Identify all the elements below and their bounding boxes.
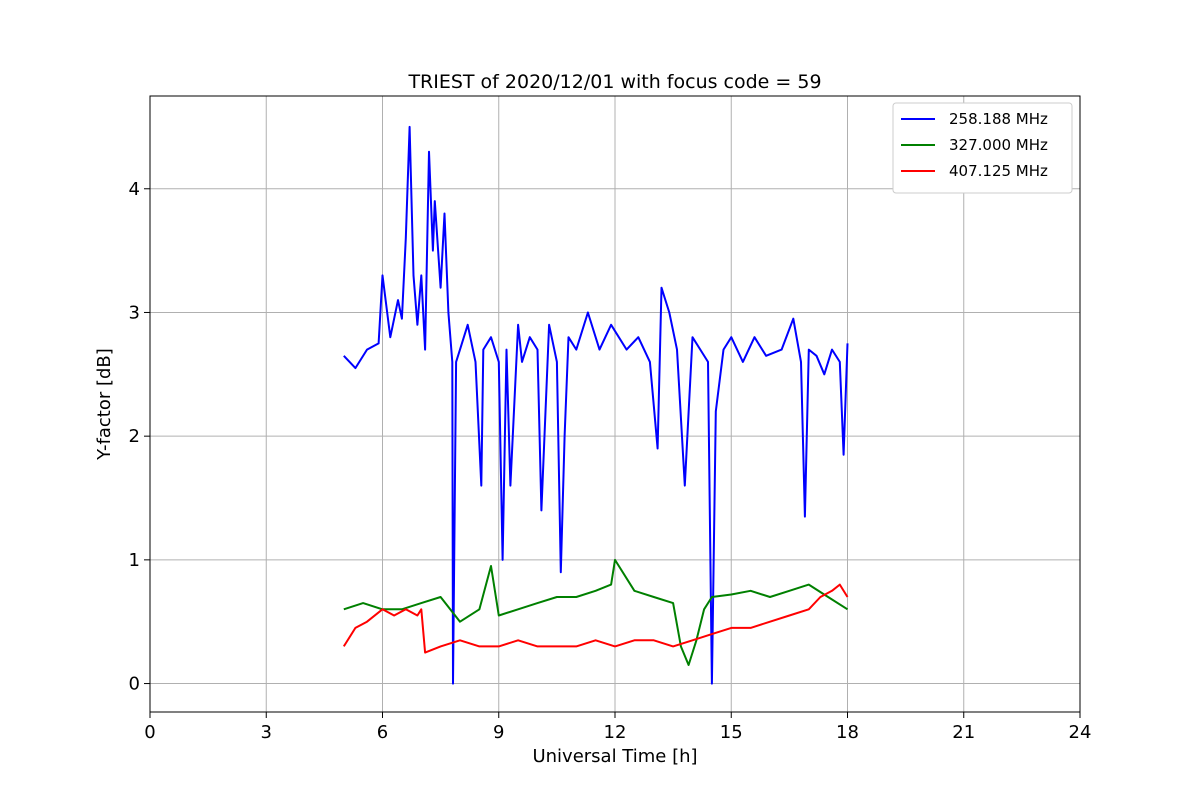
- x-tick-label: 24: [1069, 722, 1092, 743]
- legend-label: 258.188 MHz: [949, 110, 1048, 128]
- series-line-3: [342, 583, 849, 654]
- y-tick-label: 4: [129, 179, 140, 200]
- y-tick-label: 0: [129, 674, 140, 695]
- legend-label: 327.000 MHz: [949, 136, 1048, 154]
- y-tick-label: 2: [129, 426, 140, 447]
- x-tick-label: 18: [836, 722, 859, 743]
- y-axis-label: Y-factor [dB]: [94, 348, 115, 461]
- x-axis-label: Universal Time [h]: [532, 746, 697, 767]
- y-axis-ticks: 0 1 2 3 4: [129, 179, 150, 695]
- legend: 258.188 MHz 327.000 MHz 407.125 MHz: [892, 102, 1073, 194]
- y-tick-label: 3: [129, 302, 140, 323]
- x-tick-label: 9: [493, 722, 504, 743]
- y-tick-label: 1: [129, 550, 140, 571]
- legend-label: 407.125 MHz: [949, 162, 1048, 180]
- x-tick-label: 21: [952, 722, 975, 743]
- x-tick-label: 12: [604, 722, 627, 743]
- legend-box: [892, 102, 1073, 194]
- x-axis-ticks: 0 3 6 9 12 15 18 21 24: [144, 712, 1091, 743]
- x-tick-label: 3: [261, 722, 272, 743]
- chart-title: TRIEST of 2020/12/01 with focus code = 5…: [407, 71, 821, 93]
- plot-series: [342, 125, 849, 685]
- series-line-1: [343, 125, 849, 685]
- x-tick-label: 15: [720, 722, 743, 743]
- series-line-2: [343, 558, 849, 666]
- x-tick-label: 0: [144, 722, 155, 743]
- x-tick-label: 6: [377, 722, 388, 743]
